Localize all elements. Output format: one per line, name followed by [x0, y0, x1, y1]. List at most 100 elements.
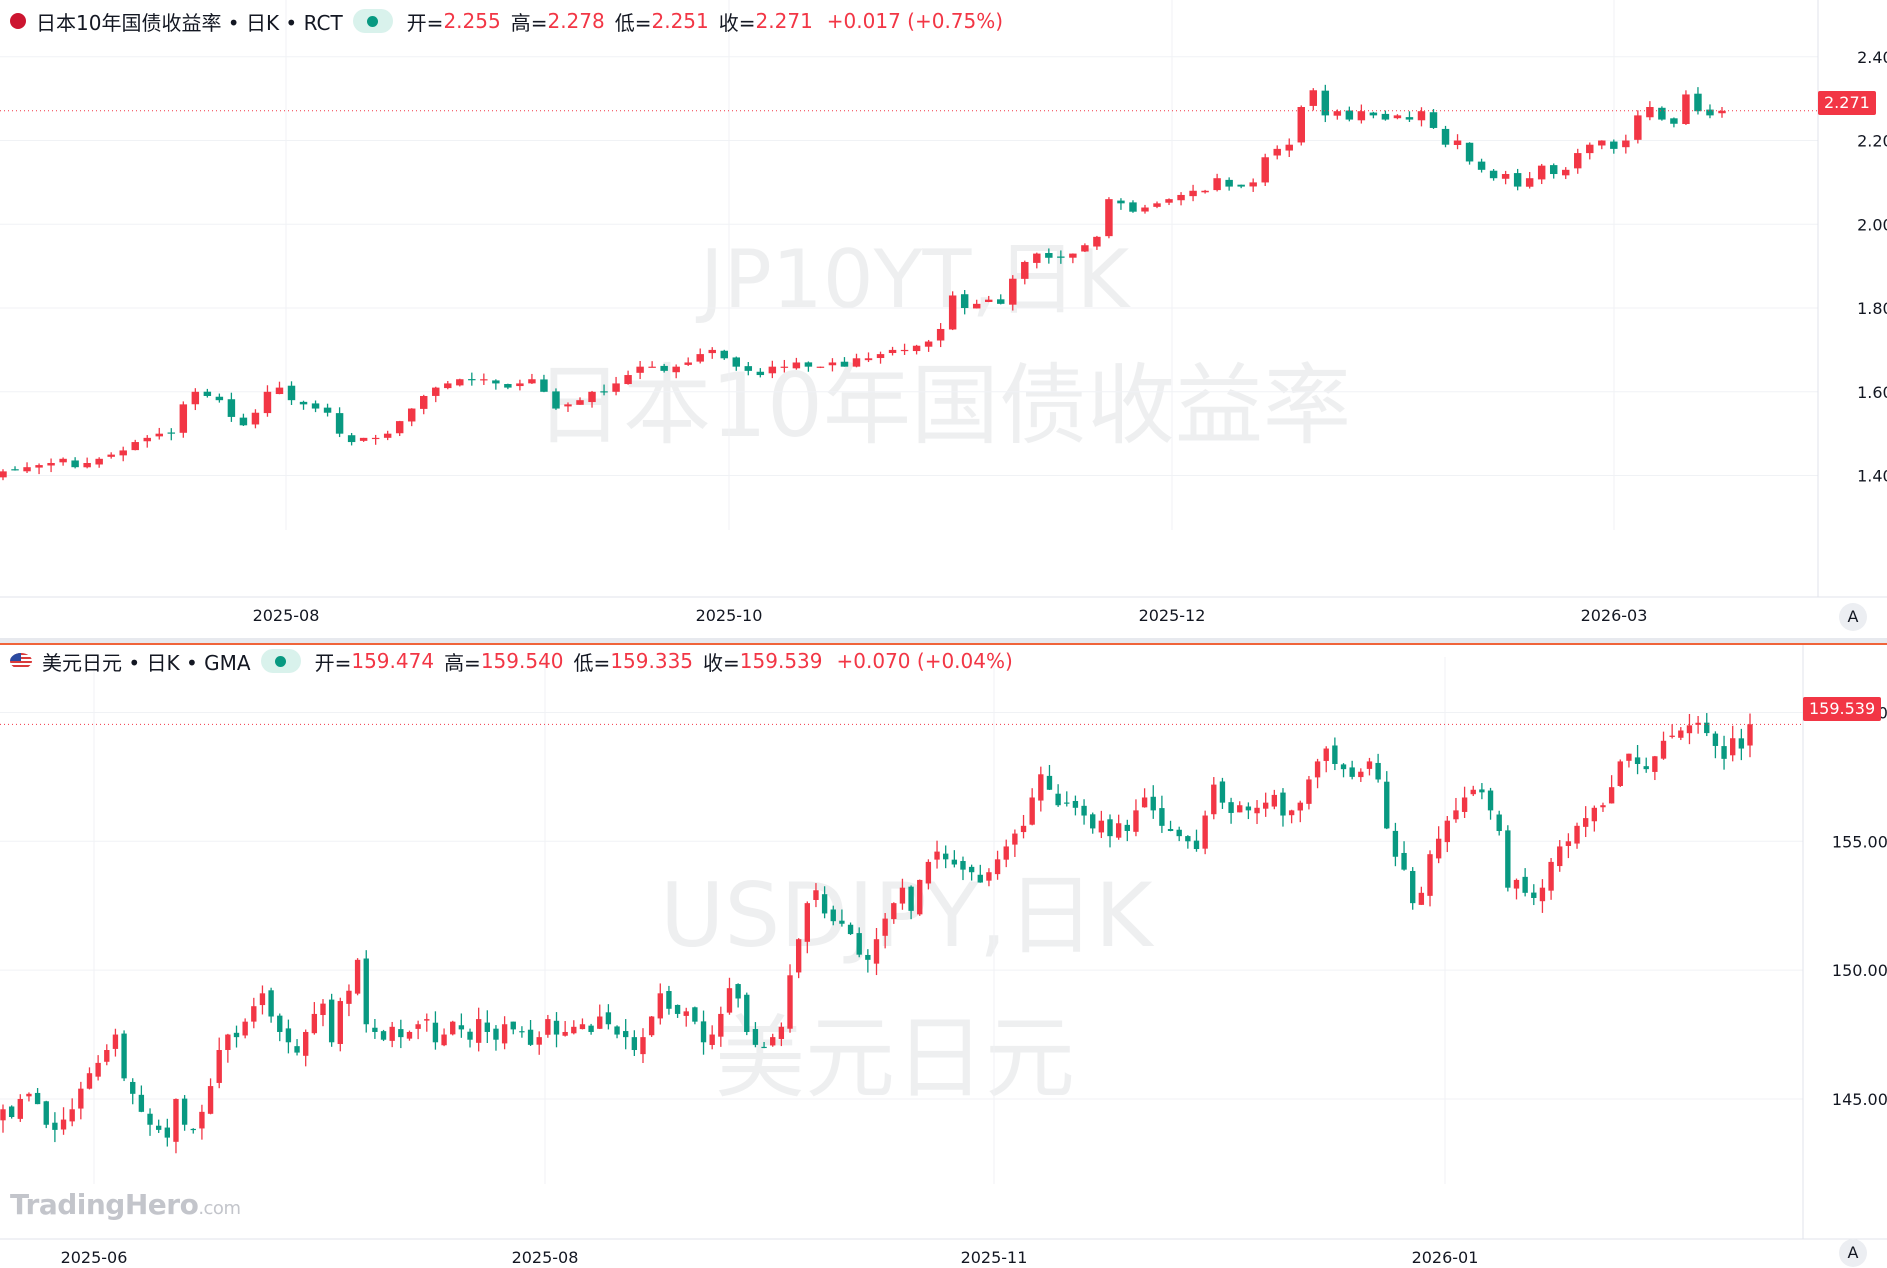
jp10y-candle [1045, 248, 1053, 264]
usdjpy-auto-scale-button[interactable]: A [1839, 1239, 1867, 1267]
usdjpy-chart[interactable]: 145.000150.000155.000160.0002025-062025-… [0, 645, 1887, 1268]
usdjpy-candle-body [588, 1025, 594, 1032]
jp10y-candle [1598, 140, 1606, 150]
usdjpy-candle-body [1704, 722, 1710, 734]
jp10y-candle [1009, 275, 1017, 311]
jp10y-candle [1381, 110, 1390, 121]
usdjpy-candle [242, 1018, 248, 1039]
usdjpy-candle [631, 1030, 638, 1057]
usdjpy-candle [1401, 841, 1407, 871]
usdjpy-candle-body [1133, 810, 1139, 832]
jp10y-candle-body [1393, 115, 1402, 119]
usdjpy-candle-body [1202, 815, 1208, 849]
usdjpy-candle-body [1557, 846, 1563, 867]
usdjpy-candle [1228, 797, 1234, 824]
jp10y-candle-body [804, 362, 813, 367]
jp10y-candle [948, 291, 957, 331]
usdjpy-candle [1271, 789, 1278, 810]
jp10y-open-label: 开= [406, 10, 444, 35]
usdjpy-candle [1020, 814, 1027, 839]
usdjpy-candle-body [1600, 805, 1606, 808]
usdjpy-candle [1660, 731, 1667, 760]
usdjpy-candle [268, 987, 274, 1023]
usdjpy-open-label: 开= [314, 650, 352, 675]
jp10y-candle-body [504, 384, 512, 388]
usdjpy-candle-body [1591, 807, 1598, 822]
usdjpy-candle-body [830, 909, 836, 922]
jp10y-candle-body [780, 366, 789, 368]
usdjpy-candle [95, 1055, 101, 1081]
jp10y-candle [1165, 198, 1173, 206]
jp10y-candle-body [1682, 94, 1690, 125]
jp10y-open-value: 2.255 [443, 9, 501, 33]
jp10y-candle-body [1189, 190, 1197, 197]
jp10y-candle-body [1465, 142, 1474, 162]
usdjpy-candle [372, 1018, 378, 1039]
jp10y-candle-body [876, 354, 885, 359]
jp10y-candle [660, 363, 668, 373]
usdjpy-candle [190, 1128, 196, 1134]
usdjpy-candle [968, 864, 975, 881]
usdjpy-candle [1003, 839, 1009, 868]
market-status-icon[interactable] [352, 9, 393, 33]
jp10y-candle-body [516, 383, 524, 387]
usdjpy-candle [804, 901, 810, 954]
usdjpy-candle [1176, 826, 1182, 842]
jp10y-chart[interactable]: 1.400 1.600 1.800 2.000 2.200 2.400 2025-08 202… [0, 0, 1887, 638]
usdjpy-candle [1626, 753, 1632, 768]
jp10y-candle [23, 462, 31, 474]
usdjpy-high-value: 159.540 [480, 649, 564, 673]
jp10y-candle [792, 357, 801, 370]
usdjpy-candle [821, 886, 828, 919]
usdjpy-candle-body [181, 1098, 188, 1125]
usdjpy-candle [303, 1029, 309, 1067]
usdjpy-candle [1600, 802, 1606, 812]
usdjpy-candle [519, 1026, 525, 1038]
usdjpy-candle-body [242, 1021, 248, 1036]
usdjpy-candle [1444, 816, 1450, 853]
usdjpy-candle-body [562, 1031, 568, 1036]
usdjpy-candle-body [648, 1016, 655, 1036]
jp10y-candle [1261, 153, 1269, 186]
usdjpy-candle-body [1254, 807, 1260, 814]
usdjpy-candle [1107, 814, 1113, 848]
usdjpy-candle-body [389, 1026, 395, 1041]
jp10y-candle [1081, 243, 1089, 253]
jp10y-candle-body [203, 391, 212, 396]
jp10y-candle [1177, 192, 1185, 206]
usdjpy-candle [1392, 822, 1399, 867]
usdjpy-candle-body [1738, 738, 1745, 749]
usdjpy-candle [1124, 819, 1130, 842]
usdjpy-candle [1340, 763, 1347, 778]
usdjpy-candle [891, 902, 897, 924]
usdjpy-candle [873, 927, 880, 976]
jp10y-candle [997, 294, 1005, 305]
pane-separator[interactable] [0, 638, 1887, 645]
jp10y-candle [1225, 177, 1233, 191]
jp10y-candle [756, 368, 765, 378]
jp10y-candle-body [1586, 144, 1594, 154]
usdjpy-candle [1038, 766, 1044, 812]
usdjpy-candle-body [277, 1015, 283, 1032]
jp10y-x-tick-label: 2025-10 [696, 606, 763, 625]
usdjpy-candle [1582, 806, 1589, 838]
jp10y-candle-body [1225, 179, 1233, 187]
usdjpy-candle-body [1280, 792, 1286, 816]
market-status-icon[interactable] [260, 649, 301, 673]
jp10y-candle [732, 356, 741, 371]
usdjpy-candle [458, 1013, 465, 1038]
usdjpy-candle-body [458, 1025, 465, 1030]
usdjpy-candle [908, 885, 914, 920]
usdjpy-candle [1090, 812, 1096, 834]
usdjpy-candle-body [527, 1029, 534, 1045]
usdjpy-candle [1470, 785, 1476, 797]
jp10y-candle [1141, 204, 1149, 214]
usdjpy-candle [917, 879, 923, 916]
usdjpy-candle-body [571, 1026, 577, 1034]
usdjpy-title[interactable]: 美元日元 • 日K • GMA [42, 650, 251, 675]
jp10y-title[interactable]: 日本10年国债收益率 • 日K • RCT [36, 10, 343, 35]
jp10y-auto-scale-button[interactable]: A [1839, 603, 1867, 631]
usdjpy-candle [1366, 757, 1373, 776]
jp10y-candle-body [275, 387, 284, 395]
jp10y-candle [1586, 142, 1594, 160]
